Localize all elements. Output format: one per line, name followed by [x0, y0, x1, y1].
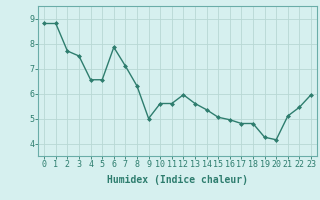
X-axis label: Humidex (Indice chaleur): Humidex (Indice chaleur)	[107, 175, 248, 185]
